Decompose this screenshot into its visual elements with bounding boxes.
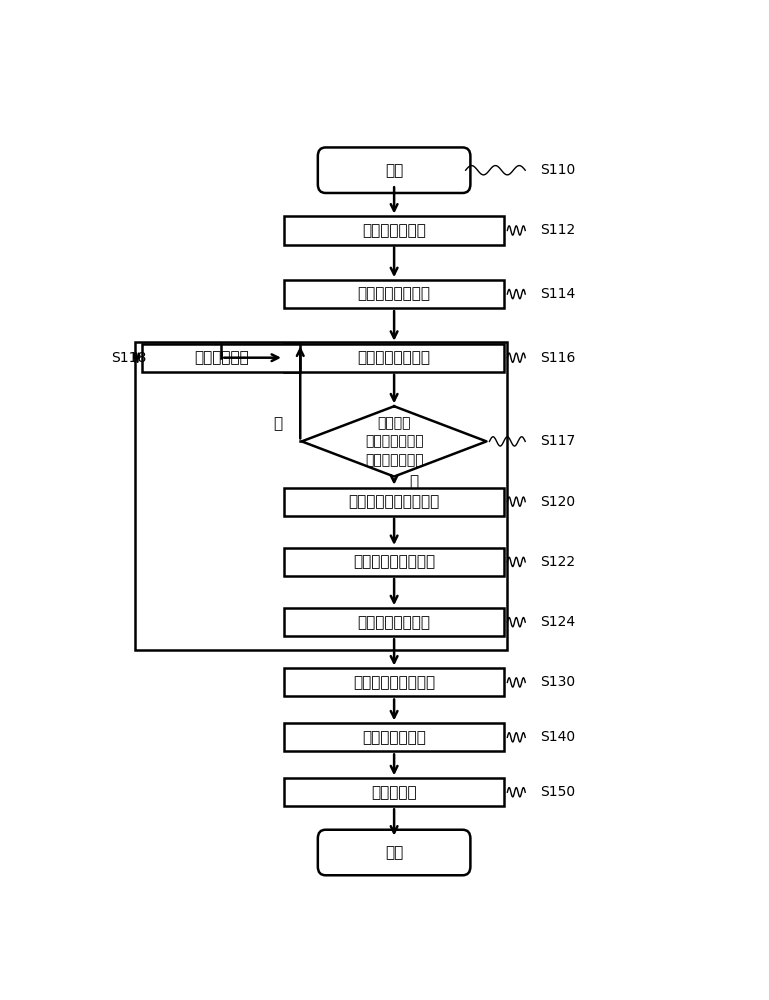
Bar	[284, 723, 504, 751]
Text: S120: S120	[540, 495, 575, 509]
Bar	[135, 342, 508, 650]
Text: 振动臂槽部形成工序: 振动臂槽部形成工序	[353, 675, 435, 690]
Bar	[284, 548, 504, 576]
Text: 方形晶片蚀刻工序: 方形晶片蚀刻工序	[358, 615, 431, 630]
Text: 方形晶片设置工序: 方形晶片设置工序	[358, 287, 431, 302]
Text: S114: S114	[540, 287, 575, 301]
Bar	[284, 778, 504, 806]
Bar	[284, 280, 504, 308]
Bar	[284, 668, 504, 696]
Bar	[284, 608, 504, 636]
Text: 是否已在
方形晶片的两面
成膜光刻胶膜？: 是否已在 方形晶片的两面 成膜光刻胶膜？	[365, 416, 424, 467]
Text: S118: S118	[111, 351, 146, 365]
Bar	[284, 344, 504, 372]
Polygon shape	[301, 406, 487, 477]
Text: 结束: 结束	[385, 845, 403, 860]
Text: 金属膜成膜工序: 金属膜成膜工序	[362, 223, 426, 238]
Text: 抗蚀剂膜图案形成工序: 抗蚀剂膜图案形成工序	[348, 494, 440, 509]
Text: S124: S124	[540, 615, 575, 629]
Text: 小片化工序: 小片化工序	[371, 785, 417, 800]
Text: 否: 否	[273, 416, 282, 431]
Bar	[284, 216, 504, 245]
Text: S122: S122	[540, 555, 575, 569]
Text: 开始: 开始	[385, 163, 403, 178]
FancyBboxPatch shape	[318, 147, 471, 193]
Bar	[142, 344, 300, 372]
Text: S150: S150	[540, 785, 575, 799]
Text: 光刻胶膜成膜工序: 光刻胶膜成膜工序	[358, 350, 431, 365]
Text: S116: S116	[540, 351, 575, 365]
Text: 电极等形成工序: 电极等形成工序	[362, 730, 426, 745]
Text: S130: S130	[540, 675, 575, 689]
Text: 金属膜图案形成工序: 金属膜图案形成工序	[353, 554, 435, 569]
Text: 是: 是	[409, 475, 418, 490]
FancyBboxPatch shape	[318, 830, 471, 875]
Text: S112: S112	[540, 223, 575, 237]
Text: 表背反转工序: 表背反转工序	[194, 350, 248, 365]
Text: S110: S110	[540, 163, 575, 177]
Bar	[284, 488, 504, 516]
Text: S140: S140	[540, 730, 575, 744]
Text: S117: S117	[540, 434, 575, 448]
